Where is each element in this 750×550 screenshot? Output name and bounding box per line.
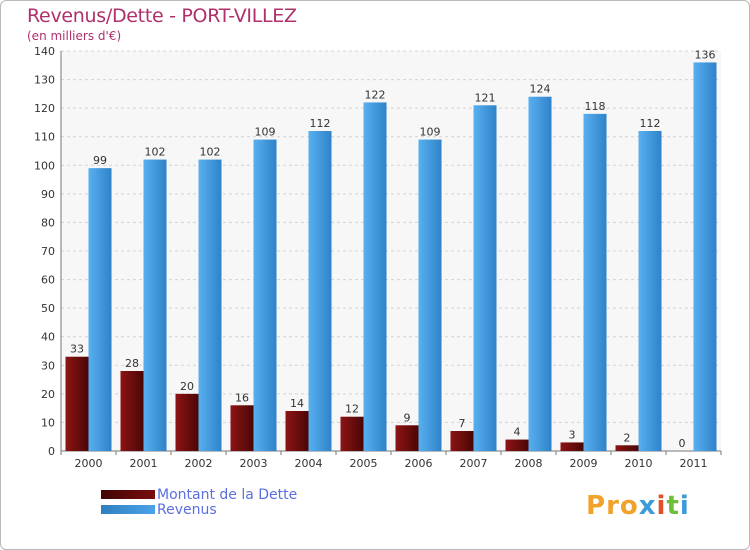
- y-tick-label: 40: [41, 331, 55, 344]
- bar-revenus: [638, 131, 662, 451]
- bar-revenus: [308, 131, 332, 451]
- x-tick-label: 2003: [240, 457, 268, 470]
- bar-revenus: [418, 139, 442, 452]
- x-tick-label: 2007: [460, 457, 488, 470]
- data-label-dette: 4: [514, 426, 521, 439]
- data-label-revenus: 112: [310, 117, 331, 130]
- y-tick-label: 50: [41, 302, 55, 315]
- y-tick-label: 70: [41, 245, 55, 258]
- data-label-revenus: 121: [475, 91, 496, 104]
- bar-revenus: [253, 139, 277, 452]
- y-tick-label: 120: [34, 102, 55, 115]
- bar-dette: [230, 405, 254, 451]
- bar-dette: [560, 442, 584, 451]
- data-label-revenus: 118: [585, 100, 606, 113]
- data-label-dette: 7: [459, 417, 466, 430]
- bar-revenus: [363, 102, 387, 451]
- bar-dette: [285, 411, 309, 451]
- y-tick-label: 140: [34, 45, 55, 58]
- x-tick-label: 2000: [75, 457, 103, 470]
- bar-dette: [65, 356, 89, 451]
- x-tick-label: 2002: [185, 457, 213, 470]
- x-tick-label: 2011: [680, 457, 708, 470]
- legend-swatch-dette: [101, 490, 155, 499]
- data-label-dette: 33: [70, 343, 84, 356]
- data-label-revenus: 124: [530, 83, 551, 96]
- data-label-dette: 16: [235, 391, 249, 404]
- data-label-dette: 3: [569, 428, 576, 441]
- y-tick-label: 130: [34, 74, 55, 87]
- data-label-dette: 0: [679, 437, 686, 450]
- y-tick-label: 60: [41, 274, 55, 287]
- legend-item-dette: Montant de la Dette: [101, 486, 298, 503]
- x-tick-label: 2005: [350, 457, 378, 470]
- bar-revenus: [198, 159, 222, 452]
- bar-dette: [395, 425, 419, 451]
- bar-revenus: [143, 159, 167, 452]
- chart-title: Revenus/Dette - PORT-VILLEZ: [27, 5, 297, 27]
- data-label-revenus: 109: [420, 126, 441, 139]
- legend-label-dette: Montant de la Dette: [157, 486, 298, 503]
- x-tick-label: 2006: [405, 457, 433, 470]
- data-label-revenus: 112: [640, 117, 661, 130]
- bar-dette: [120, 371, 144, 451]
- data-label-dette: 9: [404, 411, 411, 424]
- proxiti-logo: Proxiti: [586, 491, 690, 521]
- chart-subtitle: (en milliers d'€): [27, 29, 122, 43]
- x-tick-label: 2004: [295, 457, 323, 470]
- data-label-dette: 12: [345, 403, 359, 416]
- y-tick-label: 10: [41, 416, 55, 429]
- x-tick-label: 2001: [130, 457, 158, 470]
- legend: Montant de la Dette Revenus: [101, 486, 298, 518]
- y-tick-label: 80: [41, 216, 55, 229]
- data-label-revenus: 102: [200, 146, 221, 159]
- bar-dette: [450, 431, 474, 451]
- bar-revenus: [88, 168, 112, 451]
- data-label-dette: 20: [180, 380, 194, 393]
- data-label-dette: 2: [624, 431, 631, 444]
- bar-revenus: [528, 96, 552, 451]
- y-tick-label: 0: [48, 445, 55, 458]
- y-tick-label: 90: [41, 188, 55, 201]
- y-tick-label: 100: [34, 159, 55, 172]
- legend-swatch-revenus: [101, 505, 155, 514]
- legend-label-revenus: Revenus: [157, 501, 217, 518]
- data-label-revenus: 109: [255, 126, 276, 139]
- data-label-revenus: 99: [93, 154, 107, 167]
- bar-dette: [340, 416, 364, 451]
- bar-revenus: [693, 62, 717, 452]
- data-label-dette: 14: [290, 397, 304, 410]
- data-label-dette: 28: [125, 357, 139, 370]
- x-tick-label: 2010: [625, 457, 653, 470]
- y-tick-label: 30: [41, 359, 55, 372]
- y-tick-label: 110: [34, 131, 55, 144]
- legend-item-revenus: Revenus: [101, 501, 297, 518]
- data-label-revenus: 122: [365, 88, 386, 101]
- x-tick-label: 2009: [570, 457, 598, 470]
- y-tick-label: 20: [41, 388, 55, 401]
- bar-revenus: [583, 113, 607, 451]
- data-label-revenus: 136: [695, 48, 716, 61]
- bar-dette: [175, 393, 199, 451]
- x-tick-label: 2008: [515, 457, 543, 470]
- bar-dette: [505, 439, 529, 451]
- bar-dette: [615, 445, 639, 451]
- bar-revenus: [473, 105, 497, 452]
- data-label-revenus: 102: [145, 146, 166, 159]
